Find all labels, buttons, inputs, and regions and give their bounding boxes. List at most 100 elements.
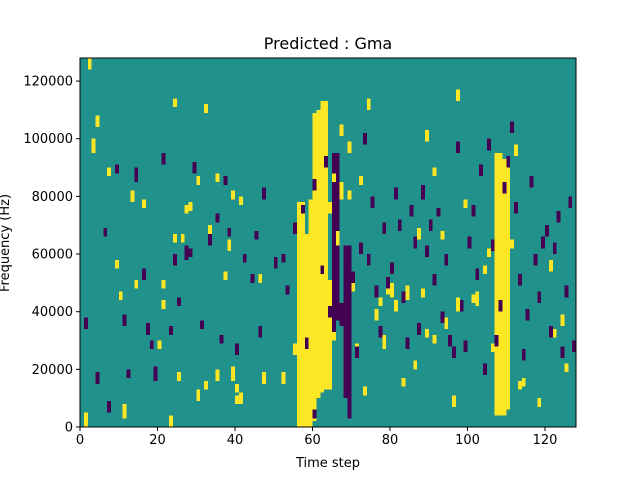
y-tick-label: 60000	[32, 248, 73, 263]
heatmap-cell-low	[347, 369, 352, 387]
heatmap-cell-high	[362, 386, 367, 396]
heatmap-cell-low	[479, 164, 484, 177]
heatmap-cell-low	[320, 265, 325, 275]
heatmap-cell-high	[378, 297, 383, 306]
heatmap-cell-high	[339, 124, 344, 136]
x-tick-label: 60	[304, 433, 321, 448]
heatmap-cell-high	[347, 190, 352, 200]
x-tick-label: 40	[227, 433, 244, 448]
heatmap-cell-high	[161, 300, 166, 309]
heatmap-cell-low	[347, 245, 352, 419]
heatmap-cell-low	[448, 334, 453, 347]
heatmap-cell-high	[304, 233, 313, 427]
heatmap-cell-high	[374, 308, 379, 321]
heatmap-cell-high	[87, 58, 92, 70]
heatmap-cell-low	[254, 230, 259, 240]
heatmap-cell-low	[173, 254, 177, 266]
heatmap-cell-low	[134, 167, 139, 182]
heatmap-cell-high	[490, 343, 495, 353]
heatmap-cell-low	[486, 138, 491, 151]
heatmap-cell-low	[207, 233, 212, 246]
heatmap-cell-low	[401, 291, 406, 304]
heatmap-cell-high	[521, 377, 526, 387]
heatmap-cell-low	[502, 181, 507, 194]
heatmap-cell-low	[548, 326, 553, 338]
heatmap-cell-low	[378, 326, 383, 338]
heatmap-cell-high	[231, 366, 236, 381]
heatmap-cell-low	[436, 207, 441, 217]
heatmap-cell-high	[184, 205, 189, 214]
heatmap-cell-high	[514, 144, 518, 157]
heatmap-cell-high	[351, 279, 356, 292]
y-tick-label: 120000	[23, 75, 73, 90]
heatmap-cell-low	[386, 277, 391, 289]
heatmap-cell-low	[142, 268, 146, 280]
heatmap-cell-low	[393, 187, 398, 200]
heatmap-cell-low	[390, 262, 394, 275]
heatmap-cell-high	[390, 282, 394, 298]
heatmap-cell-high	[207, 225, 212, 234]
heatmap-cell-high	[444, 317, 449, 329]
heatmap-cell-low	[556, 210, 561, 223]
heatmap-cell-low	[366, 254, 371, 266]
heatmap-cell-low	[312, 179, 317, 191]
y-tick-label: 100000	[23, 132, 73, 147]
heatmap-cell-low	[343, 256, 348, 269]
y-tick-label: 40000	[32, 305, 73, 320]
heatmap-cell-low	[459, 300, 464, 312]
heatmap-cell-low	[351, 271, 356, 283]
heatmap-cell-high	[262, 372, 267, 384]
heatmap-cell-low	[421, 184, 425, 200]
heatmap-cell-low	[122, 314, 127, 327]
heatmap-cell-low	[514, 202, 518, 214]
heatmap-cell-low	[176, 297, 181, 306]
heatmap-cell-high	[498, 248, 503, 257]
heatmap-cell-high	[312, 112, 321, 399]
heatmap-cell-high	[118, 291, 123, 301]
heatmap-cell-low	[475, 268, 480, 280]
heatmap-cell-high	[463, 199, 468, 208]
heatmap-cell-high	[238, 392, 243, 404]
heatmap-cell-high	[552, 328, 557, 338]
heatmap-cell-high	[223, 271, 228, 280]
heatmap-cell-high	[196, 176, 201, 185]
heatmap-cell-high	[238, 196, 243, 206]
heatmap-cell-high	[204, 104, 208, 113]
heatmap-cell-low	[417, 323, 422, 335]
heatmap-cell-low	[440, 311, 445, 324]
heatmap-cell-high	[328, 202, 332, 214]
heatmap-cell-high	[432, 334, 437, 344]
heatmap-cell-low	[413, 236, 418, 249]
heatmap-cell-high	[359, 176, 363, 185]
heatmap-cell-low	[300, 205, 305, 214]
heatmap-cell-high	[134, 279, 139, 289]
x-tick-label: 100	[455, 433, 480, 448]
heatmap-cell-high	[498, 176, 507, 416]
heatmap-cell-high	[227, 239, 232, 252]
heatmap-cell-low	[215, 213, 220, 223]
heatmap-cell-low	[533, 254, 538, 266]
heatmap-cell-low	[126, 369, 131, 378]
heatmap-cell-low	[304, 337, 309, 350]
heatmap-cell-low	[428, 219, 433, 231]
y-axis: 0 20000 40000 60000 80000 100000 120000	[23, 75, 80, 436]
heatmap-cell-high	[297, 202, 305, 427]
heatmap-cell-low	[568, 196, 573, 208]
heatmap-cell-low	[490, 239, 495, 252]
heatmap-cell-high	[486, 248, 491, 257]
heatmap-cell-low	[114, 164, 119, 174]
heatmap-cell-high	[413, 360, 418, 370]
heatmap-cell-low	[242, 254, 247, 263]
heatmap-cell-low	[564, 285, 569, 298]
heatmap-cell-low	[200, 320, 205, 329]
heatmap-cell-high	[483, 265, 487, 275]
heatmap-cell-high	[161, 279, 166, 289]
heatmap-cell-low	[192, 161, 197, 174]
chart-title: Predicted : Gma	[264, 34, 392, 53]
heatmap-cell-low	[273, 256, 278, 269]
heatmap-cell-high	[169, 415, 174, 427]
heatmap-cell-low	[331, 320, 336, 332]
heatmap-cell-high	[331, 173, 336, 182]
heatmap-cell-low	[405, 337, 410, 350]
